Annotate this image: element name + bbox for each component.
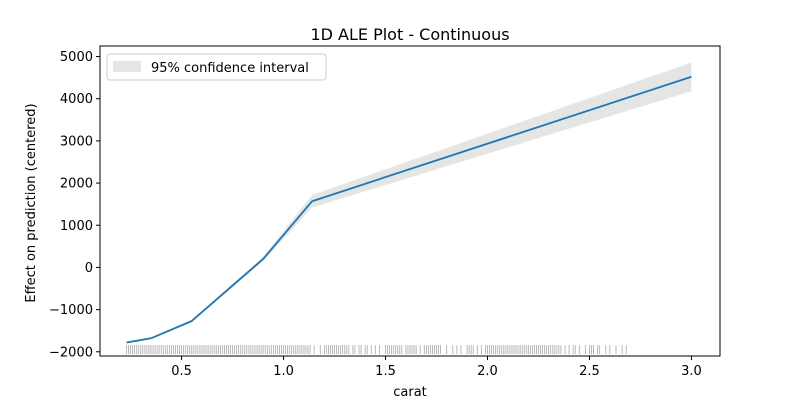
y-tick-label: 2000 <box>60 177 93 192</box>
confidence-band <box>126 62 692 344</box>
x-tick-label: 3.0 <box>681 364 702 379</box>
x-tick-label: 1.0 <box>273 364 294 379</box>
x-tick-label: 1.5 <box>375 364 396 379</box>
x-tick-label: 2.0 <box>477 364 498 379</box>
legend-label: 95% confidence interval <box>151 61 309 76</box>
y-tick-label: 1000 <box>60 219 93 234</box>
plot-area <box>126 62 692 355</box>
y-axis-label: Effect on prediction (centered) <box>24 103 39 302</box>
x-tick-label: 2.5 <box>579 364 600 379</box>
axes-frame <box>99 45 721 357</box>
legend-frame <box>106 53 327 81</box>
legend-swatch <box>113 61 141 72</box>
y-tick-label: 0 <box>85 261 93 276</box>
axes: 0.5 1.0 1.5 2.0 2.5 3.0 −2000 −1000 0 1000 2000 300… <box>49 45 721 379</box>
legend: 95% confidence interval <box>106 53 327 81</box>
x-axis-label: carat <box>393 385 427 400</box>
y-tick-label: 4000 <box>60 92 93 107</box>
x-tick-label: 0.5 <box>171 364 192 379</box>
ale-line <box>126 75 692 344</box>
y-tick-label: 3000 <box>60 134 93 149</box>
y-tick-label: 5000 <box>60 50 93 65</box>
y-tick-label: −1000 <box>49 303 93 318</box>
rug-marks <box>126 345 627 355</box>
y-tick-label: −2000 <box>49 345 93 360</box>
chart-title: 1D ALE Plot - Continuous <box>310 25 509 44</box>
